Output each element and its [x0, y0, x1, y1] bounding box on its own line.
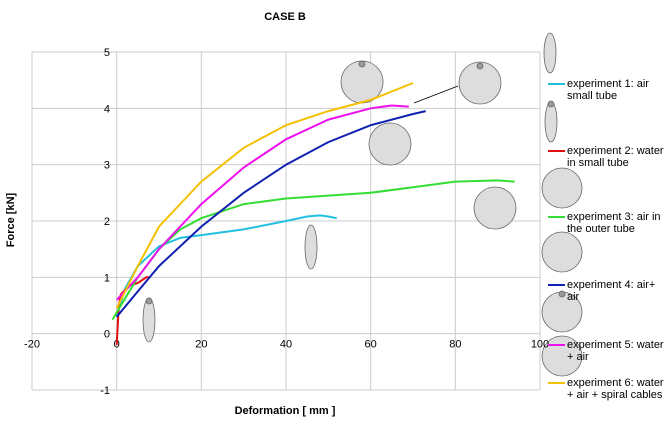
line-series — [115, 110, 426, 318]
x-axis-label: Deformation [ mm ] — [235, 405, 336, 417]
x-tick-label: 20 — [195, 339, 207, 351]
line-series — [115, 104, 409, 301]
y-tick-label: 1 — [104, 272, 110, 284]
legend-label: experiment 4: air+ air — [567, 279, 656, 303]
y-tick-label: 5 — [104, 47, 110, 59]
y-tick-label: 0 — [104, 329, 110, 341]
annotations — [142, 32, 583, 377]
line-series — [115, 82, 414, 309]
x-tick-label: -20 — [24, 339, 40, 351]
y-tick-label: -1 — [100, 385, 110, 397]
legend-label: experiment 6: water + air + spiral cable… — [567, 377, 664, 401]
legend-label: experiment 3: air in the outer tube — [567, 211, 661, 235]
y-tick-label: 3 — [104, 160, 110, 172]
x-tick-label: 60 — [365, 339, 377, 351]
y-axis-label: Force [kN] — [5, 192, 17, 247]
legend-label: experiment 2: water in small tube — [567, 145, 664, 169]
legend-label: experiment 1: air small tube — [567, 78, 649, 102]
x-tick-label: 80 — [449, 339, 461, 351]
chart-title: CASE B — [264, 11, 306, 23]
legend-label: experiment 5: water + air — [567, 339, 664, 363]
x-tick-label: 40 — [280, 339, 292, 351]
y-tick-label: 2 — [104, 216, 110, 228]
x-tick-label: 100 — [531, 339, 549, 351]
y-tick-label: 4 — [104, 103, 110, 115]
